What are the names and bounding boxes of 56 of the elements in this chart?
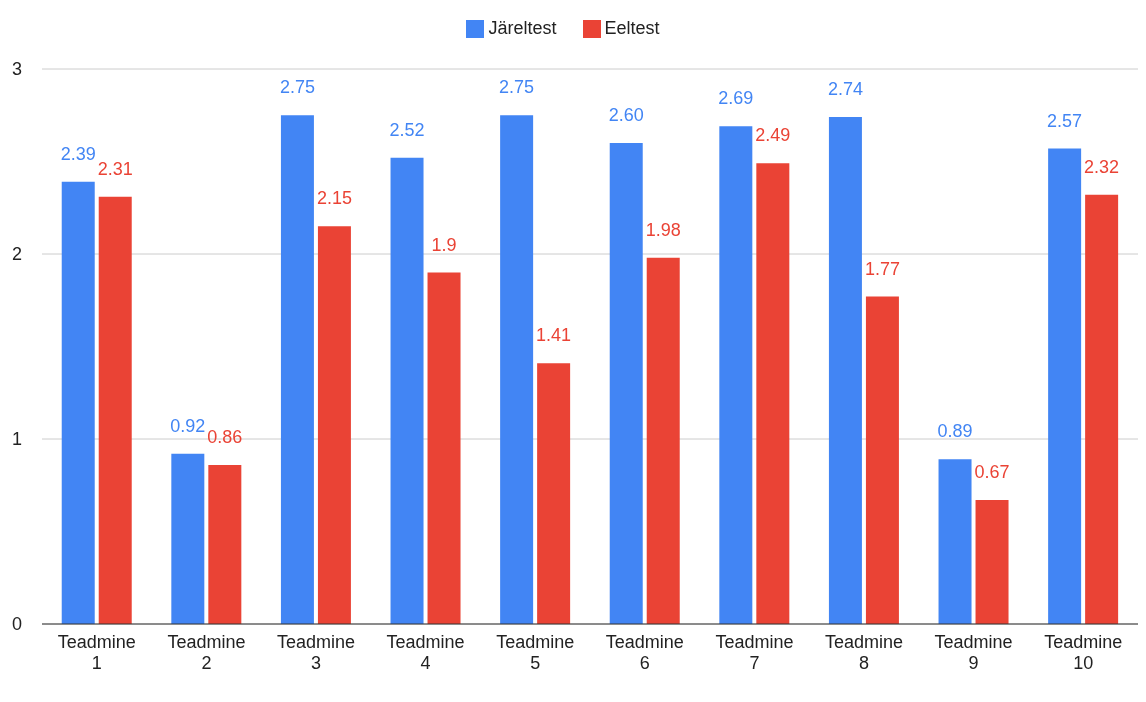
data-label: 2.39 (60, 143, 96, 164)
data-label: 1.9 (431, 234, 457, 255)
data-label: 0.92 (170, 415, 206, 436)
data-label: 2.52 (389, 119, 425, 140)
data-label: 1.41 (536, 325, 572, 346)
x-tick-label: Teadmine 5 (496, 632, 575, 673)
x-tick-label: Teadmine 7 (715, 632, 794, 673)
data-label: 2.60 (608, 105, 644, 125)
data-label: 2.74 (827, 79, 863, 100)
bar (98, 196, 132, 624)
bar (756, 163, 790, 624)
bar (646, 257, 680, 624)
bar (1048, 148, 1082, 624)
bar (719, 126, 753, 624)
bar (828, 117, 862, 624)
x-tick-label: Teadmine 9 (934, 632, 1013, 673)
bar (865, 296, 899, 624)
data-label: 2.75 (499, 77, 535, 98)
data-label: 0.86 (207, 426, 243, 447)
x-tick-label: Teadmine 1 (57, 632, 136, 673)
x-tick-label: Teadmine 8 (824, 632, 904, 673)
bar (61, 181, 95, 624)
data-label: 1.77 (864, 258, 900, 279)
data-label: 2.57 (1047, 110, 1083, 131)
bar (427, 272, 461, 624)
y-tick-label: 0 (12, 614, 23, 635)
x-tick-label: Teadmine 6 (605, 632, 684, 673)
data-label: 0.89 (937, 421, 973, 442)
legend-label: Järeltest (488, 18, 557, 38)
legend-label: Eeltest (604, 18, 660, 38)
data-label: 2.69 (718, 88, 754, 109)
x-tick-label: Teadmine 2 (167, 632, 246, 673)
bar (208, 464, 242, 624)
bar (500, 115, 534, 624)
data-label: 1.98 (645, 219, 681, 240)
bar (317, 226, 351, 624)
bar (537, 363, 571, 624)
bar (609, 143, 643, 624)
bar (280, 115, 314, 624)
data-label: 0.67 (974, 462, 1010, 483)
y-tick-label: 3 (12, 59, 23, 80)
x-tick-label: Teadmine 3 (276, 632, 356, 673)
data-label: 2.15 (316, 188, 352, 209)
data-label: 2.31 (97, 158, 133, 179)
y-tick-label: 2 (12, 244, 23, 265)
data-label: 2.75 (279, 77, 315, 98)
bar (171, 453, 205, 624)
bar (390, 157, 424, 624)
x-tick-label: Teadmine 10 (1044, 632, 1123, 673)
x-tick-label: Teadmine 4 (386, 632, 465, 673)
bar (1085, 194, 1119, 624)
y-tick-label: 1 (12, 429, 23, 450)
bar (938, 459, 972, 624)
bar (975, 500, 1009, 624)
data-label: 2.32 (1084, 156, 1120, 177)
data-label: 2.49 (755, 125, 791, 146)
